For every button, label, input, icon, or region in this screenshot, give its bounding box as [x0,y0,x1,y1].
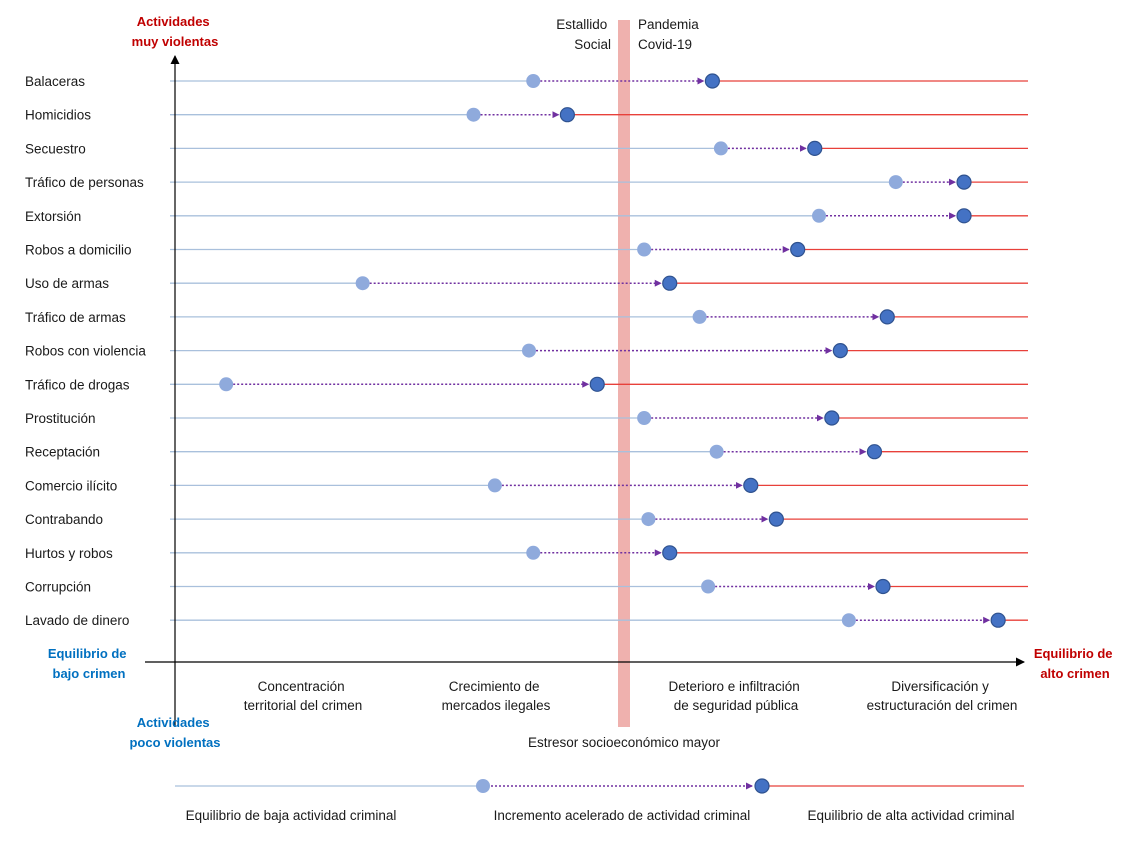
start-dot [526,74,541,88]
legend-end-dot [754,778,770,794]
row-label: Prostitución [25,411,96,426]
row-secuestro: Secuestro [25,140,1028,156]
row-balaceras: Balaceras [25,73,1028,89]
end-dot [768,511,784,527]
row-robos-a-domicilio: Robos a domicilio [25,241,1028,258]
end-dot [559,107,575,123]
legend-mid-label: Incremento acelerado de actividad crimin… [494,808,751,823]
start-dot [466,107,481,122]
start-dot [526,545,541,560]
row-trafico-de-personas: Tráfico de personas [25,174,1028,190]
row-label: Hurtos y robos [25,546,113,561]
row-label: Contrabando [25,512,103,527]
row-corrupcion: Corrupción [25,578,1028,595]
stressor-band [618,20,630,727]
row-label: Receptación [25,445,100,460]
end-dot [990,612,1006,628]
end-dot [875,578,891,595]
start-dot [637,242,652,257]
start-dot [841,613,856,628]
start-dot [692,309,707,324]
start-dot [521,343,536,358]
phase-concentracion: Concentración territorial del crimen [244,679,363,713]
row-label: Homicidios [25,108,91,123]
row-robos-con-violencia: Robos con violencia [25,343,1028,359]
end-dot [662,275,678,291]
row-label: Robos a domicilio [25,243,132,258]
phase-diversificacion: Diversificación y estructuración del cri… [867,679,1018,713]
start-dot [713,141,728,156]
phase-crecimiento: Crecimiento de mercados ilegales [442,679,551,713]
legend-high-label: Equilibrio de alta actividad criminal [807,808,1014,823]
row-label: Lavado de dinero [25,613,129,628]
legend-low-label: Equilibrio de baja actividad criminal [186,808,397,823]
row-receptacion: Receptación [25,444,1028,460]
row-label: Tráfico de drogas [25,377,130,392]
row-extorsion: Extorsión [25,208,1028,224]
legend-start-dot [476,779,490,793]
end-dot [956,174,972,190]
start-dot [641,512,656,527]
end-dot [824,410,840,426]
row-label: Tráfico de personas [25,175,144,190]
row-contrabando: Contrabando [25,511,1028,527]
end-dot [704,73,720,89]
end-dot [866,444,883,460]
stressor-label: Estresor socioeconómico mayor [528,735,721,750]
start-dot [701,579,716,594]
end-dot [790,241,806,258]
row-label: Corrupción [25,580,91,595]
row-homicidios: Homicidios [25,107,1028,123]
end-dot [879,309,895,325]
row-hurtos-y-robos: Hurtos y robos [25,545,1028,561]
row-lavado-de-dinero: Lavado de dinero [25,612,1028,628]
axis-right-label: Equilibrio de alto crimen [1034,646,1116,681]
event-pandemia-covid: Pandemia Covid-19 [638,17,703,52]
axis-left-label: Equilibrio de bajo crimen [48,646,130,681]
start-dot [709,444,724,459]
axis-top-label: Actividades muy violentas [132,14,219,49]
start-dot [812,208,827,223]
end-dot [662,545,678,561]
row-uso-de-armas: Uso de armas [25,275,1028,291]
activity-rows: Balaceras Homicidios Secuestro Tráfico de p… [25,73,1028,628]
start-dot [888,175,903,190]
event-estallido-social: Estallido Social [556,17,611,52]
legend: Equilibrio de baja actividad criminal In… [175,778,1024,823]
start-dot [487,478,502,493]
row-label: Secuestro [25,141,86,156]
end-dot [807,140,823,156]
end-dot [589,376,605,392]
end-dot [832,343,848,359]
axis-bottom-label: Actividades poco violentas [129,715,220,750]
row-label: Extorsión [25,209,81,224]
start-dot [637,411,652,425]
row-trafico-de-armas: Tráfico de armas [25,309,1028,325]
row-trafico-de-drogas: Tráfico de drogas [25,376,1028,392]
row-label: Tráfico de armas [25,310,126,325]
end-dot [956,208,972,224]
phase-deterioro: Deterioro e infiltración de seguridad pú… [668,679,803,713]
row-prostitucion: Prostitución [25,410,1028,426]
start-dot [355,276,370,291]
row-label: Robos con violencia [25,344,146,359]
end-dot [743,477,759,493]
row-label: Balaceras [25,74,85,89]
start-dot [219,377,234,392]
row-comercio-ilicito: Comercio ilícito [25,477,1028,493]
row-label: Comercio ilícito [25,478,117,493]
row-label: Uso de armas [25,276,109,291]
